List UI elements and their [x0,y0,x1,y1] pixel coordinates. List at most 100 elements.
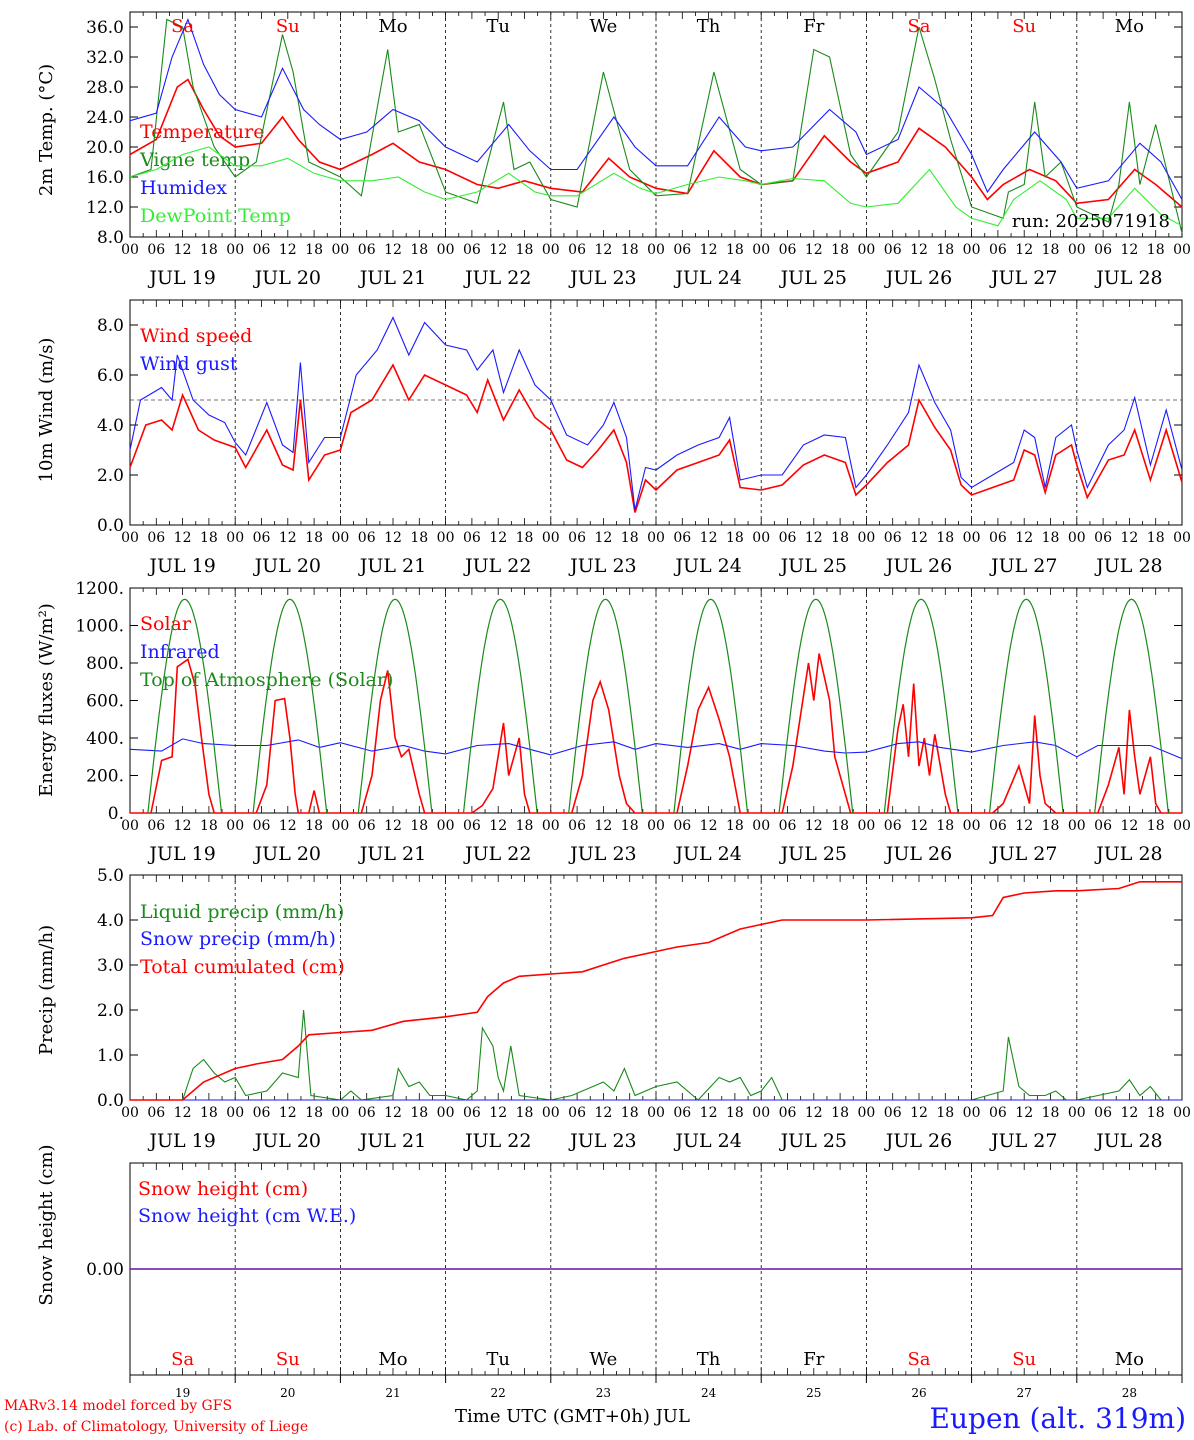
hour-label: 12 [489,242,507,258]
hour-label: 06 [779,242,797,258]
hour-label: 12 [489,818,507,834]
y-tick-label: 2.0 [97,1001,124,1021]
weekday-label: Fr [803,16,824,37]
hour-label: 00 [963,1105,981,1121]
series-line-toa-solar [988,598,1064,814]
series-line-toa-solar [147,598,223,814]
hour-label: 12 [1015,818,1033,834]
y-tick-label: 4.0 [97,911,124,931]
hour-label: 00 [226,242,244,258]
weekday-label: Mo [378,1349,407,1370]
date-label: JUL 23 [568,843,636,865]
hour-label: 00 [1173,1105,1191,1121]
y-axis-label: Precip (mm/h) [36,925,57,1055]
hour-label: 18 [936,818,954,834]
weekday-label: Sa [171,1349,194,1370]
hour-label: 00 [542,1105,560,1121]
hour-label: 00 [1173,242,1191,258]
model-credit: MARv3.14 model forced by GFS [4,1398,233,1414]
weekday-label: Mo [1115,1349,1144,1370]
hour-label: 00 [226,818,244,834]
hour-label: 00 [857,530,875,546]
date-label: JUL 27 [989,555,1057,577]
y-tick-label: 800. [86,654,124,674]
series-line-temperature [129,78,1183,208]
date-label: JUL 27 [989,267,1057,289]
hour-label: 00 [1068,242,1086,258]
series-line-toa-solar [252,598,328,814]
series-line-toa-solar [1094,598,1169,814]
day-number-label: 21 [385,1386,400,1400]
date-label: JUL 25 [779,1130,847,1152]
y-tick-label: 200. [86,767,124,787]
chart-panel-4: 0.0 1.0 2.0 3.0 4.0 5.0 Precip (mm/h) Liquid pr… [36,866,1191,1152]
hour-label: 18 [936,530,954,546]
day-number-label: 19 [175,1386,190,1400]
plot-frame [129,587,1183,814]
date-label: JUL 20 [253,1130,321,1152]
run-annotation: run: 2025071918 [1012,211,1170,232]
date-label: JUL 22 [463,267,531,289]
hour-label: 06 [358,530,376,546]
hour-label: 06 [989,818,1007,834]
hour-label: 12 [805,1105,823,1121]
weekday-label: Mo [1115,16,1144,37]
date-label: JUL 21 [358,555,426,577]
date-label: JUL 19 [147,1130,215,1152]
series-line-toa-solar [568,598,643,814]
hour-label: 00 [331,1105,349,1121]
series-line-humidex [129,17,1183,200]
series-line-solar [130,653,1182,814]
hour-label: 12 [910,818,928,834]
hour-label: 12 [594,1105,612,1121]
hour-label: 00 [331,242,349,258]
hour-label: 06 [568,1105,586,1121]
y-tick-label: 2.0 [97,466,124,486]
date-label: JUL 25 [779,267,847,289]
day-number-label: 22 [491,1386,506,1400]
hour-label: 12 [279,242,297,258]
hour-label: 06 [989,1105,1007,1121]
hour-label: 06 [884,1105,902,1121]
series-line-toa-solar [462,598,538,814]
y-tick-label: 4.0 [97,416,124,436]
hour-label: 18 [410,818,428,834]
y-tick-label: 0.00 [86,1260,124,1280]
lab-credit: (c) Lab. of Climatology, University of L… [4,1419,309,1435]
hour-label: 12 [805,530,823,546]
hour-label: 18 [936,1105,954,1121]
date-label: JUL 25 [779,555,847,577]
hour-label: 06 [147,1105,165,1121]
hour-label: 12 [910,530,928,546]
hour-label: 00 [437,1105,455,1121]
hour-label: 18 [1042,530,1060,546]
legend-entry: Wind speed [140,325,252,347]
hour-label: 06 [463,242,481,258]
hour-label: 06 [884,530,902,546]
hour-label: 18 [1147,818,1165,834]
hour-label: 06 [1094,818,1112,834]
hour-label: 06 [358,818,376,834]
hour-label: 00 [1068,1105,1086,1121]
hour-label: 18 [200,530,218,546]
y-tick-label: 1.0 [97,1046,124,1066]
hour-label: 00 [542,818,560,834]
hour-label: 18 [410,1105,428,1121]
hour-label: 12 [384,242,402,258]
hour-label: 00 [542,242,560,258]
hour-label: 12 [1015,530,1033,546]
chart-panel-5: 0.00 Snow height (cm) Snow height (cm) Snow… [36,1144,1183,1400]
hour-label: 06 [673,242,691,258]
hour-label: 06 [779,818,797,834]
date-label: JUL 27 [989,1130,1057,1152]
y-tick-label: 24.0 [86,108,124,128]
date-label: JUL 28 [1094,843,1162,865]
hour-label: 12 [279,818,297,834]
hour-label: 00 [647,1105,665,1121]
hour-label: 06 [673,1105,691,1121]
series-line-wind-gust [129,316,1183,511]
hour-label: 00 [752,530,770,546]
legend-entry: Vigne temp [139,149,250,171]
hour-label: 00 [121,1105,139,1121]
date-label: JUL 26 [884,267,952,289]
